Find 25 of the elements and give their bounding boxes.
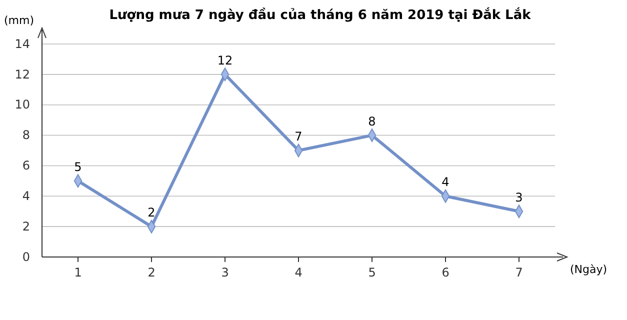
y-tick-label: 12 — [14, 67, 30, 82]
y-tick-label: 6 — [22, 158, 30, 173]
x-tick-label: 6 — [442, 266, 450, 280]
data-label: 4 — [442, 175, 450, 190]
data-label: 5 — [74, 160, 82, 174]
y-axis-title: (mm) — [4, 14, 34, 27]
data-label: 2 — [148, 206, 156, 220]
y-tick-label: 14 — [14, 36, 30, 51]
data-label: 12 — [217, 53, 233, 68]
x-tick-label: 4 — [294, 266, 302, 280]
y-tick-label: 8 — [22, 128, 30, 142]
y-tick-label: 0 — [22, 250, 30, 264]
data-label: 8 — [368, 114, 376, 128]
x-tick-label: 2 — [148, 266, 156, 280]
data-label: 3 — [515, 190, 523, 204]
y-tick-label: 4 — [22, 188, 30, 203]
x-tick-label: 5 — [368, 266, 376, 280]
x-tick-label: 7 — [515, 266, 523, 280]
y-tick-label: 10 — [14, 98, 30, 112]
x-axis-title: (Ngày) — [570, 263, 608, 276]
x-tick-label: 3 — [221, 266, 229, 280]
y-tick-label: 2 — [22, 219, 30, 234]
chart-title: Lượng mưa 7 ngày đầu của tháng 6 năm 2019 tại Đắk Lắk — [109, 7, 532, 23]
data-label: 7 — [294, 130, 302, 144]
x-tick-label: 1 — [74, 266, 82, 280]
